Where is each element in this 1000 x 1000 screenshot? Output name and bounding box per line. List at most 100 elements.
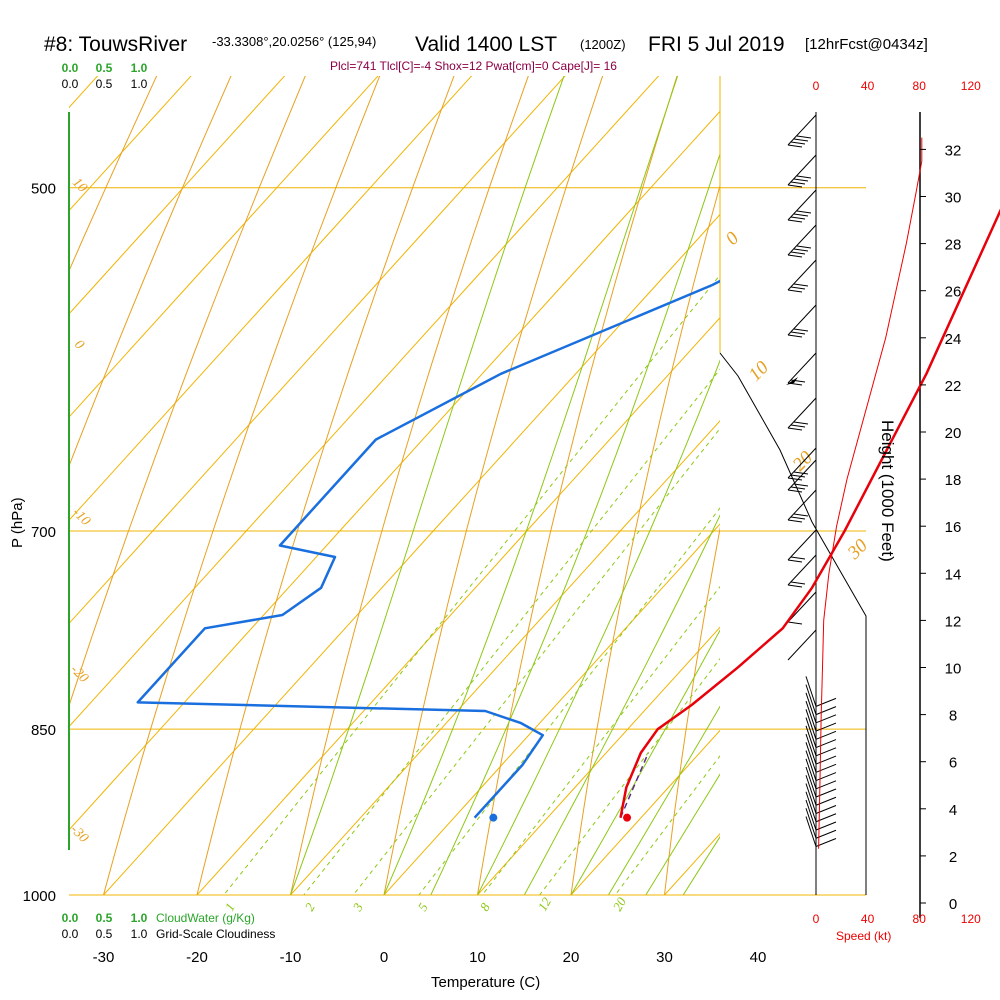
wind-speed-line: [818, 137, 923, 849]
isotherm-line: [69, 76, 192, 212]
dry-adiabat-line: [69, 76, 232, 468]
forecast-label: [12hrFcst@0434z]: [805, 36, 928, 53]
wind-barb: [815, 796, 837, 806]
wind-barb: [787, 189, 817, 221]
pressure-tick-label: 700: [31, 524, 56, 541]
station-title: #8: TouwsRiver: [44, 33, 187, 56]
wind-barb-feather: [793, 471, 809, 475]
cloudwater-tick-bottom: 0.0: [62, 911, 79, 925]
height-tick-label: 0: [949, 896, 957, 913]
height-tick-label: 18: [945, 472, 962, 489]
mixing-ratio-line: [481, 585, 720, 895]
wind-barb-feather: [793, 178, 809, 182]
temperature-ticks: -30 -20 -10 0 10 20 30 40: [93, 949, 767, 966]
wind-barb: [805, 676, 817, 707]
speed-tick-label-bottom: 120: [961, 912, 981, 926]
wind-barb: [787, 114, 817, 146]
temperature-tick-label: 30: [656, 949, 673, 966]
dry-adiabat-line: [290, 76, 529, 895]
height-axis-label: Height (1000 Feet): [878, 420, 897, 562]
wind-barb: [815, 788, 837, 798]
dry-adiabat-line: [852, 0, 1000, 895]
height-tick-label: 20: [945, 425, 962, 442]
adiabat-label: -20: [67, 662, 91, 686]
cloudwater-tick-top: 0.0: [62, 61, 79, 75]
isotherm-label: 30: [843, 535, 872, 564]
wind-barb: [787, 259, 817, 291]
wind-barb-feather: [793, 283, 809, 287]
wind-barb-feather: [790, 581, 806, 585]
wind-barb: [787, 459, 817, 491]
cloudiness-tick-bottom: 1.0: [131, 927, 148, 941]
isotherm-line: [290, 420, 720, 895]
pressure-tick-label: 850: [31, 722, 56, 739]
wind-barb: [805, 742, 817, 773]
wind-barb-feather: [787, 584, 803, 588]
dry-adiabat-line: [383, 76, 604, 895]
temperature-tick-label: -10: [280, 949, 302, 966]
temperature-tick-label: 0: [380, 949, 388, 966]
dry-adiabat-line: [664, 526, 720, 895]
cloudwater-label: CloudWater (g/Kg): [156, 911, 255, 925]
surface-dewpoint-point: [489, 813, 498, 822]
temperature-tick-label: 20: [563, 949, 580, 966]
wind-barb: [787, 352, 817, 384]
wind-barb-feather: [787, 489, 803, 493]
sounding-stats: Plcl=741 Tlcl[C]=-4 Shox=12 Pwat[cm]=0 C…: [330, 59, 617, 73]
wind-barb-feather: [790, 181, 806, 185]
moist-adiabat-line: [570, 629, 720, 895]
wind-barb: [815, 697, 837, 707]
wind-barb: [805, 758, 817, 789]
wind-barb: [787, 629, 817, 661]
wind-barb: [805, 791, 817, 822]
speed-tick-label-bottom: 40: [861, 912, 875, 926]
isotherm-line: [383, 523, 720, 895]
temperature-tick-label: 10: [469, 949, 486, 966]
wind-barb-feather: [793, 248, 809, 252]
wind-barb-feather: [790, 474, 806, 478]
wind-barb-feather: [787, 559, 803, 563]
cloudiness-tick-bottom: 0.5: [96, 927, 113, 941]
wind-barb: [805, 684, 817, 715]
surface-temperature-point: [623, 813, 632, 822]
dry-adiabat-line: [69, 76, 158, 273]
zulu-time: (1200Z): [580, 37, 626, 52]
wind-speed-profile: [818, 137, 923, 849]
wind-barb-feather: [793, 483, 809, 487]
speed-tick-label-top: 120: [961, 79, 981, 93]
mixing-ratio-label: 2: [302, 900, 318, 914]
wind-barb: [787, 591, 817, 623]
wind-barb-feather: [787, 144, 803, 148]
dry-adiabat-line: [570, 183, 720, 895]
wind-barb: [815, 714, 837, 724]
isotherm-line: [69, 76, 473, 521]
speed-tick-label-bottom: 0: [813, 912, 820, 926]
temperature-tick-label: -20: [186, 949, 208, 966]
isotherm-line: [69, 76, 379, 418]
temperature-axis-label: Temperature (C): [431, 974, 540, 991]
speed-tick-label-bottom: 80: [913, 912, 927, 926]
wind-barb-feather: [787, 621, 803, 625]
wind-barb: [805, 750, 817, 781]
wind-barb: [787, 224, 817, 256]
isotherm-line: [69, 110, 720, 831]
station-coords: -33.3308°,20.0256° (125,94): [212, 34, 376, 49]
wind-barbs: [786, 114, 837, 847]
dry-adiabat-line: [103, 76, 381, 895]
wind-barb: [805, 725, 817, 756]
adiabat-label: -30: [67, 822, 91, 846]
wind-barb-feather: [787, 254, 803, 258]
mixing-ratio-label: 12: [535, 894, 555, 913]
mixing-ratio-line: [352, 427, 720, 895]
height-tick-label: 6: [949, 755, 957, 772]
speed-tick-label-top: 80: [913, 79, 927, 93]
mixing-ratio-line: [303, 368, 720, 895]
height-tick-label: 8: [949, 708, 957, 725]
moist-adiabat-line: [607, 705, 720, 895]
height-tick-label: 2: [949, 849, 957, 866]
wind-barb: [815, 763, 837, 773]
temperature-tick-label: -30: [93, 949, 115, 966]
cloud-ticks: 0.0 0.0 0.0 0.0 0.5 0.5 0.5 0.5 1.0 1.0 1.0 1.0: [62, 61, 148, 941]
adiabat-label: 10: [69, 175, 90, 196]
